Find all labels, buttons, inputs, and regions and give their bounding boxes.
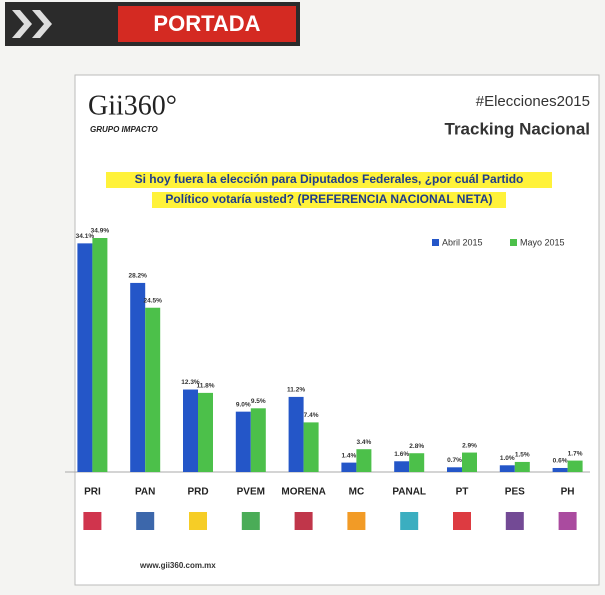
website: www.gii360.com.mx xyxy=(139,561,216,570)
data-label: 24.5% xyxy=(143,297,162,304)
chart-title: Político votaría usted? (PREFERENCIA NAC… xyxy=(165,192,492,206)
legend-label: Mayo 2015 xyxy=(520,237,565,247)
data-label: 3.4% xyxy=(356,439,371,446)
legend-swatch xyxy=(510,239,517,246)
bar xyxy=(409,453,425,472)
section-title: PORTADA xyxy=(153,11,260,36)
title-highlight xyxy=(152,192,506,208)
x-tick-label: PAN xyxy=(135,487,155,498)
bar xyxy=(145,307,161,472)
bar xyxy=(394,461,410,472)
data-label: 28.2% xyxy=(128,273,147,280)
x-tick-label: PRD xyxy=(187,487,208,498)
x-tick-label: MORENA xyxy=(281,487,325,498)
data-label: 34.9% xyxy=(91,228,110,235)
x-tick-label: PH xyxy=(561,487,575,498)
bar xyxy=(77,243,93,472)
data-label: 1.4% xyxy=(341,452,356,459)
party-logo xyxy=(83,512,102,530)
party-logo xyxy=(558,512,577,530)
x-tick-label: PES xyxy=(505,487,525,498)
bar xyxy=(552,467,568,472)
data-label: 1.7% xyxy=(568,450,583,457)
bar xyxy=(250,408,266,472)
legend-label: Abril 2015 xyxy=(442,237,483,247)
party-logo xyxy=(189,512,207,530)
x-tick-label: PRI xyxy=(84,487,101,498)
party-logo xyxy=(347,512,366,530)
section-box xyxy=(118,6,296,42)
data-label: 0.7% xyxy=(447,457,462,464)
bar xyxy=(462,452,477,472)
data-label: 7.4% xyxy=(304,412,319,419)
tagline: GRUPO IMPACTO xyxy=(90,125,158,134)
data-label: 11.2% xyxy=(287,387,305,394)
legend-swatch xyxy=(432,239,439,246)
data-label: 1.6% xyxy=(394,451,409,458)
chart-frame xyxy=(74,74,600,586)
data-label: 1.5% xyxy=(515,452,530,459)
data-label: 9.5% xyxy=(251,398,266,405)
x-tick-label: PVEM xyxy=(237,487,265,498)
x-tick-label: PANAL xyxy=(392,487,426,498)
bar xyxy=(499,465,515,472)
bar xyxy=(341,462,357,472)
data-label: 2.8% xyxy=(409,443,424,450)
data-label: 0.6% xyxy=(553,458,568,465)
party-logo xyxy=(453,512,471,530)
bar xyxy=(303,422,319,472)
party-logo xyxy=(505,512,524,530)
bar xyxy=(183,389,198,472)
bar xyxy=(198,392,213,472)
bar xyxy=(235,411,251,472)
chart-title: Si hoy fuera la elección para Diputados … xyxy=(135,172,524,186)
data-label: 12.3% xyxy=(181,379,200,386)
data-label: 11.8% xyxy=(196,383,214,390)
bar xyxy=(288,396,304,472)
bar xyxy=(447,467,462,472)
party-logo xyxy=(136,512,155,530)
logo: Gii360° xyxy=(88,90,177,121)
party-logo xyxy=(400,512,419,530)
subtitle: Tracking Nacional xyxy=(445,119,591,138)
data-label: 34.1% xyxy=(76,233,95,240)
hashtag: #Elecciones2015 xyxy=(476,93,590,110)
bar xyxy=(92,238,108,472)
bar xyxy=(567,460,583,472)
chevrons xyxy=(12,10,52,38)
data-label: 9.0% xyxy=(236,401,251,408)
bar xyxy=(130,282,146,472)
party-logo xyxy=(294,512,313,530)
data-label: 2.9% xyxy=(462,442,477,449)
x-tick-label: PT xyxy=(456,487,469,498)
data-label: 1.0% xyxy=(500,455,515,462)
bar xyxy=(356,449,372,472)
party-logo xyxy=(241,512,260,530)
x-tick-label: MC xyxy=(349,487,365,498)
title-highlight xyxy=(106,172,552,188)
bar xyxy=(514,461,530,472)
